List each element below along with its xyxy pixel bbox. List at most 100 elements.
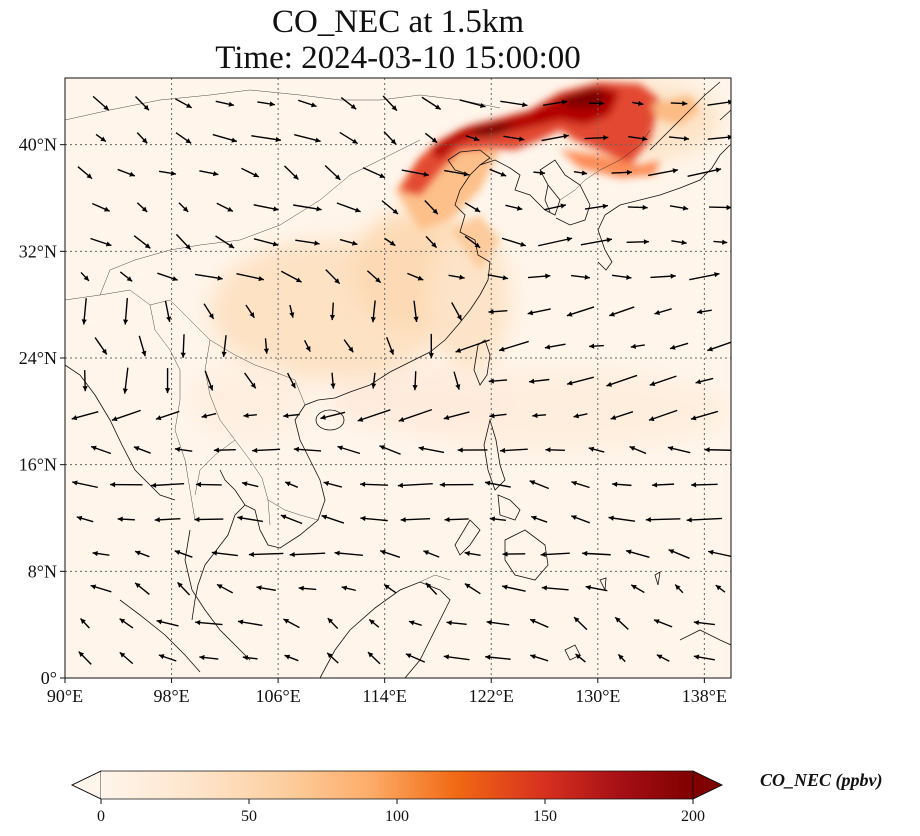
wind-arrow xyxy=(459,99,486,108)
wind-arrow xyxy=(707,134,731,140)
wind-arrow xyxy=(708,549,731,558)
colorbar-extend-max xyxy=(692,770,723,800)
wind-arrow xyxy=(289,304,295,318)
wind-arrow xyxy=(256,585,276,592)
wind-arrow xyxy=(693,620,715,626)
wind-arrow xyxy=(135,95,150,111)
wind-arrow xyxy=(527,273,551,279)
wind-arrow xyxy=(571,480,590,489)
wind-arrow xyxy=(283,618,300,629)
colorbar-extend-min xyxy=(71,770,102,800)
wind-arrow xyxy=(609,306,635,317)
wind-arrow xyxy=(611,169,633,176)
wind-arrow xyxy=(216,583,234,594)
wind-arrow xyxy=(156,619,179,627)
wind-arrow xyxy=(691,482,718,488)
wind-arrow xyxy=(667,445,691,454)
wind-arrow xyxy=(686,517,723,523)
wind-arrow xyxy=(443,654,470,661)
wind-arrow xyxy=(199,654,219,661)
map-panel xyxy=(64,77,732,679)
wind-arrow xyxy=(653,619,673,628)
wind-arrow xyxy=(625,549,650,559)
wind-arrow xyxy=(465,134,480,142)
wind-arrow xyxy=(401,169,429,177)
wind-arrow xyxy=(585,584,608,592)
wind-arrow xyxy=(645,517,681,523)
wind-arrow xyxy=(464,550,481,557)
wind-arrow xyxy=(174,550,193,558)
wind-arrow xyxy=(690,410,719,421)
wind-arrow xyxy=(573,616,588,631)
wind-arrow xyxy=(464,235,481,249)
wind-arrow xyxy=(371,372,377,389)
wind-arrow xyxy=(136,132,148,144)
wind-arrow xyxy=(119,618,134,629)
wind-arrow xyxy=(326,652,339,664)
wind-arrow xyxy=(327,617,339,630)
wind-arrow xyxy=(175,132,192,144)
wind-arrow xyxy=(325,269,341,285)
wind-arrow xyxy=(343,339,354,353)
wind-arrow xyxy=(408,620,422,626)
wind-arrow xyxy=(78,651,92,665)
wind-arrow xyxy=(671,239,687,245)
wind-arrow xyxy=(177,581,191,596)
wind-arrow xyxy=(407,272,424,281)
wind-arrow xyxy=(412,371,418,391)
wind-arrow xyxy=(709,204,731,211)
wind-arrow xyxy=(484,480,511,488)
wind-arrow xyxy=(241,167,260,178)
wind-arrow xyxy=(195,481,222,488)
wind-arrow xyxy=(80,618,90,629)
wind-arrow xyxy=(614,616,629,630)
wind-arrow xyxy=(80,271,90,282)
wind-arrow xyxy=(90,445,112,455)
wind-arrow xyxy=(453,371,461,390)
wind-arrow xyxy=(669,342,689,350)
wind-arrow xyxy=(383,131,397,145)
wind-arrow xyxy=(628,135,648,142)
wind-arrow xyxy=(164,368,171,394)
wind-arrow xyxy=(243,412,257,419)
wind-arrow xyxy=(444,516,469,523)
wind-arrow xyxy=(584,203,609,210)
wind-arrow xyxy=(668,135,690,142)
wind-arrow xyxy=(204,370,214,391)
country-borders xyxy=(65,89,651,583)
x-tick-label: 114°E xyxy=(362,686,407,706)
wind-arrow xyxy=(544,203,567,211)
wind-arrow xyxy=(298,585,317,591)
wind-arrow xyxy=(237,619,263,627)
wind-arrow xyxy=(489,413,507,419)
wind-arrow xyxy=(92,95,110,111)
wind-arrow xyxy=(588,446,605,453)
colorbar-ticks: 0 50 100 150 200 xyxy=(97,799,705,825)
wind-arrow xyxy=(464,202,481,213)
wind-arrow xyxy=(175,233,192,251)
wind-arrow xyxy=(81,298,87,325)
wind-arrow xyxy=(455,339,490,353)
wind-arrow xyxy=(527,308,551,316)
wind-arrow xyxy=(425,582,438,595)
wind-arrow xyxy=(457,447,488,453)
gridlines xyxy=(65,78,731,678)
wind-arrow xyxy=(154,517,181,523)
wind-arrow xyxy=(545,447,565,453)
wind-arrow xyxy=(71,411,99,421)
wind-arrow xyxy=(133,446,151,454)
wind-arrow xyxy=(505,204,523,211)
colorbar-tick-label: 0 xyxy=(97,808,105,825)
wind-arrow xyxy=(337,445,361,455)
wind-arrow xyxy=(384,237,396,247)
wind-arrow xyxy=(654,308,672,315)
colorbar-label: CO_NEC (ppbv) xyxy=(760,770,883,790)
wind-arrow xyxy=(630,584,645,594)
wind-arrow xyxy=(368,618,380,628)
wind-arrow xyxy=(612,481,632,487)
map-title-line-1: CO_NEC at 1.5km xyxy=(271,4,525,40)
wind-arrow xyxy=(584,135,609,141)
wind-arrow xyxy=(529,618,549,628)
wind-arrow xyxy=(293,204,322,212)
wind-arrow xyxy=(257,101,276,107)
